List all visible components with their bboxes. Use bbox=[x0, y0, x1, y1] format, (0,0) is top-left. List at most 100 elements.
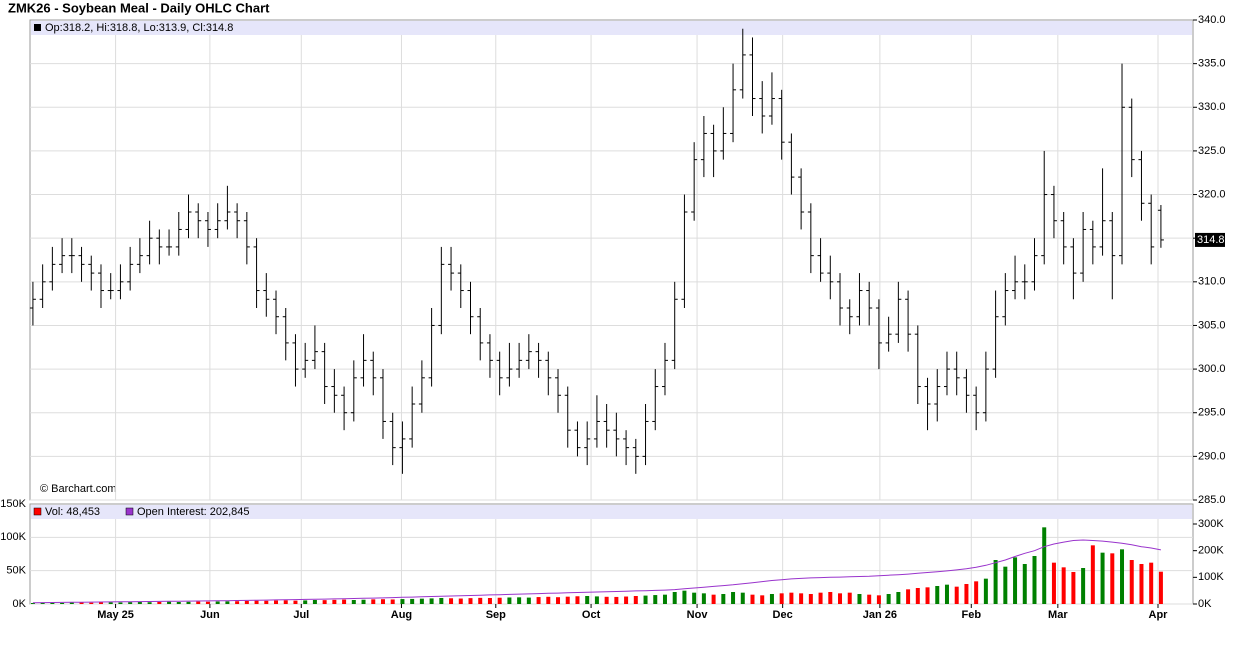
volume-bar bbox=[731, 592, 736, 604]
volume-bar bbox=[497, 597, 502, 604]
y-tick-label: 340.0 bbox=[1198, 14, 1226, 26]
volume-bar bbox=[857, 594, 862, 604]
open-interest-line bbox=[32, 539, 1161, 604]
volume-bar bbox=[1158, 571, 1163, 604]
volume-bar bbox=[575, 596, 580, 604]
volume-bar bbox=[604, 596, 609, 604]
volume-bar bbox=[244, 600, 249, 604]
volume-bar bbox=[429, 598, 434, 604]
volume-bar bbox=[98, 602, 103, 604]
volume-bar bbox=[983, 578, 988, 604]
volume-bar bbox=[585, 596, 590, 604]
volume-bar bbox=[1129, 560, 1134, 604]
x-tick-label: Jan 26 bbox=[863, 609, 897, 621]
volume-bar bbox=[361, 599, 366, 604]
legend-label: Vol: 48,453 bbox=[45, 506, 100, 518]
volume-bar bbox=[536, 597, 541, 604]
volume-bar bbox=[789, 592, 794, 604]
volume-bar bbox=[867, 594, 872, 604]
volume-bar bbox=[371, 599, 376, 604]
volume-bar bbox=[624, 596, 629, 604]
volume-bar bbox=[1051, 562, 1056, 604]
volume-bar bbox=[40, 602, 45, 604]
volume-bar bbox=[906, 589, 911, 604]
volume-bar bbox=[137, 602, 142, 604]
ohlc-legend: Op:318.2, Hi:318.8, Lo:313.9, Cl:314.8 bbox=[45, 22, 233, 34]
volume-bar bbox=[167, 601, 172, 604]
volume-bar bbox=[235, 601, 240, 604]
volume-bar bbox=[1139, 564, 1144, 604]
volume-bar bbox=[517, 597, 522, 604]
volume-bar bbox=[293, 600, 298, 604]
volume-bar bbox=[701, 593, 706, 604]
volume-bar bbox=[390, 599, 395, 604]
volume-bar bbox=[1032, 556, 1037, 604]
y-tick-label: 0K bbox=[13, 598, 27, 610]
x-tick-label: Sep bbox=[486, 609, 506, 621]
volume-bar bbox=[556, 597, 561, 604]
y-tick-label: 320.0 bbox=[1198, 188, 1226, 200]
volume-bar bbox=[974, 581, 979, 604]
volume-bar bbox=[303, 600, 308, 604]
volume-bar bbox=[108, 602, 113, 604]
volume-bar bbox=[458, 598, 463, 604]
volume-bar bbox=[1013, 557, 1018, 604]
x-tick-label: Aug bbox=[391, 609, 412, 621]
x-tick-label: May 25 bbox=[97, 609, 134, 621]
y-tick-label: 325.0 bbox=[1198, 145, 1226, 157]
volume-bar bbox=[799, 593, 804, 604]
volume-bar bbox=[50, 602, 55, 604]
volume-bar bbox=[886, 594, 891, 604]
y-tick-label: 50K bbox=[6, 565, 26, 577]
volume-bar bbox=[147, 602, 152, 604]
volume-bar bbox=[118, 602, 123, 604]
volume-bar bbox=[1120, 549, 1125, 604]
volume-bar bbox=[1081, 568, 1086, 604]
price-header bbox=[31, 21, 1192, 35]
legend-label: Open Interest: 202,845 bbox=[137, 506, 250, 518]
volume-bar bbox=[876, 595, 881, 604]
volume-bar bbox=[750, 594, 755, 604]
volume-bar bbox=[487, 598, 492, 604]
volume-bar bbox=[546, 596, 551, 604]
volume-bar bbox=[400, 599, 405, 604]
volume-bar bbox=[993, 560, 998, 604]
volume-bar bbox=[410, 598, 415, 604]
volume-bar bbox=[128, 602, 133, 604]
volume-bar bbox=[30, 603, 35, 604]
volume-bar bbox=[954, 586, 959, 604]
volume-header bbox=[31, 505, 1192, 519]
volume-bar bbox=[779, 593, 784, 604]
x-tick-label: Jun bbox=[200, 609, 220, 621]
y-tick-label: 295.0 bbox=[1198, 407, 1226, 419]
volume-bar bbox=[653, 595, 658, 604]
volume-bar bbox=[332, 599, 337, 604]
volume-bar bbox=[643, 595, 648, 604]
volume-bar bbox=[322, 600, 327, 604]
volume-bar bbox=[838, 593, 843, 604]
volume-bar bbox=[1003, 566, 1008, 604]
volume-bar bbox=[69, 602, 74, 604]
y-tick-label: 290.0 bbox=[1198, 450, 1226, 462]
y-tick-label: 305.0 bbox=[1198, 319, 1226, 331]
volume-bar bbox=[1022, 564, 1027, 604]
volume-bar bbox=[964, 584, 969, 604]
volume-bar bbox=[176, 602, 181, 604]
volume-bar bbox=[672, 592, 677, 604]
volume-bar bbox=[614, 596, 619, 604]
volume-bar bbox=[692, 592, 697, 604]
volume-bar bbox=[478, 597, 483, 604]
volume-bar bbox=[818, 592, 823, 604]
legend-swatch bbox=[125, 507, 134, 516]
last-price-label: 314.8 bbox=[1197, 234, 1225, 246]
volume-bar bbox=[682, 590, 687, 604]
volume-bar bbox=[254, 600, 259, 604]
volume-panel bbox=[29, 503, 1194, 605]
volume-bar bbox=[925, 587, 930, 604]
x-tick-label: Dec bbox=[773, 609, 793, 621]
volume-bar bbox=[79, 602, 84, 604]
volume-bar bbox=[565, 596, 570, 604]
volume-bar bbox=[721, 594, 726, 604]
volume-bar bbox=[1061, 567, 1066, 604]
y-tick-label: 285.0 bbox=[1198, 494, 1226, 506]
